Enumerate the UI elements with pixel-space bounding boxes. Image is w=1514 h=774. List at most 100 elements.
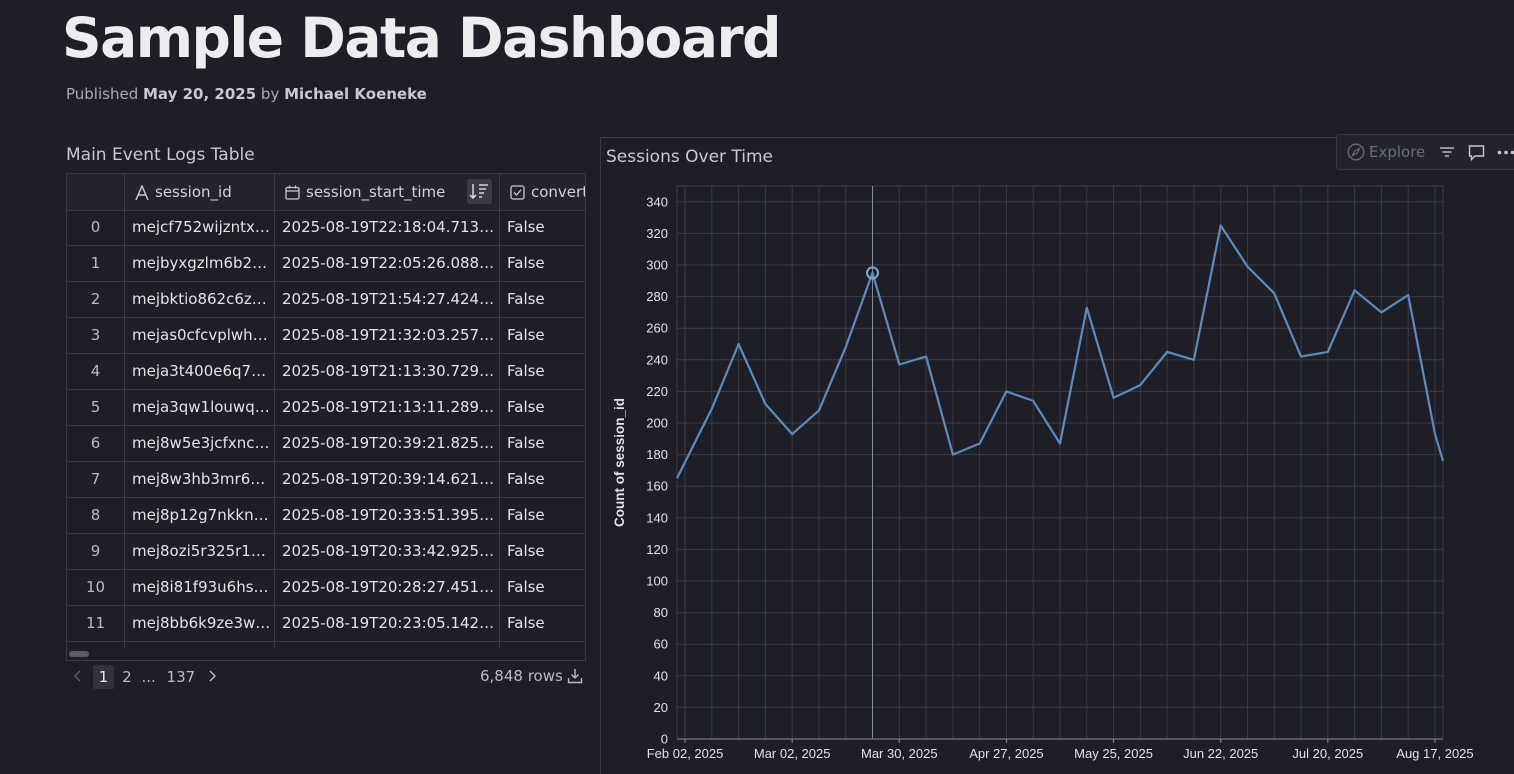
session-id-cell[interactable]: meja3qw1louwqq... (125, 390, 275, 425)
session-id-cell[interactable]: mej8ozi5r325r1dlti (125, 534, 275, 569)
horizontal-scrollbar[interactable] (67, 648, 585, 660)
y-tick-label: 280 (646, 289, 668, 304)
more-options-icon[interactable] (1497, 150, 1514, 155)
sort-descending-button[interactable] (467, 179, 492, 204)
x-tick-label: Jun 22, 2025 (1183, 746, 1258, 761)
converted-cell[interactable]: False (507, 470, 545, 488)
page-button-2[interactable]: 2 (122, 668, 132, 686)
column-header-session-id[interactable]: session_id (125, 174, 275, 210)
column-header-converted[interactable]: converted (500, 174, 585, 210)
table-row[interactable]: 11 mej8bb6k9ze3w0... 2025-08-19T20:23:05.1… (67, 606, 585, 642)
session-id-cell[interactable]: mej8w3hb3mr66j... (125, 462, 275, 497)
row-index-cell: 1 (67, 246, 125, 281)
session-id-cell[interactable]: meja3t400e6q76j... (125, 354, 275, 389)
x-tick-label: Mar 02, 2025 (754, 746, 831, 761)
y-tick-label: 340 (646, 194, 668, 209)
author-name[interactable]: Michael Koeneke (284, 85, 427, 103)
chevron-right-icon (209, 670, 216, 682)
table-row[interactable]: 9 mej8ozi5r325r1dlti 2025-08-19T20:33:42.9… (67, 534, 585, 570)
converted-cell[interactable]: False (507, 398, 545, 416)
comment-icon[interactable] (1468, 144, 1485, 161)
converted-cell[interactable]: False (507, 506, 545, 524)
chart-toolbar: Explore (1336, 134, 1514, 170)
converted-cell[interactable]: False (507, 434, 545, 452)
session-start-time-cell[interactable]: 2025-08-19T21:32:03.2570... (275, 318, 500, 353)
page-button-137[interactable]: 137 (166, 668, 196, 686)
next-page-button[interactable] (204, 665, 220, 689)
converted-cell[interactable]: False (507, 362, 545, 380)
table-row[interactable]: 6 mej8w5e3jcfxnca... 2025-08-19T20:39:21.8… (67, 426, 585, 462)
x-tick-label: Aug 17, 2025 (1396, 746, 1473, 761)
session-id-cell[interactable]: mejbktio862c6z0... (125, 282, 275, 317)
session-id-cell[interactable]: mejas0cfcvplwha... (125, 318, 275, 353)
column-header-label: converted (531, 183, 585, 201)
download-icon[interactable] (567, 668, 583, 684)
table-row[interactable]: 7 mej8w3hb3mr66j... 2025-08-19T20:39:14.62… (67, 462, 585, 498)
converted-cell[interactable]: False (507, 254, 545, 272)
table-header: session_id session_start_time converted (67, 174, 585, 211)
y-tick-label: 220 (646, 384, 668, 399)
row-index-cell: 9 (67, 534, 125, 569)
table-row[interactable]: 1 mejbyxgzlm6b23... 2025-08-19T22:05:26.08… (67, 246, 585, 282)
scrollbar-thumb[interactable] (69, 651, 89, 657)
session-id-cell[interactable]: mej8bb6k9ze3w0... (125, 606, 275, 641)
table-row[interactable]: 10 mej8i81f93u6hsd... 2025-08-19T20:28:27.… (67, 570, 585, 606)
x-tick-label: Apr 27, 2025 (969, 746, 1043, 761)
filter-icon[interactable] (1439, 144, 1455, 160)
session-id-cell[interactable]: mej8p12g7nkknpj... (125, 498, 275, 533)
table-row[interactable]: 0 mejcf752wijzntx9... 2025-08-19T22:18:04.… (67, 210, 585, 246)
x-tick-label: May 25, 2025 (1074, 746, 1153, 761)
index-header (67, 174, 125, 210)
published-date: May 20, 2025 (143, 85, 257, 103)
table-row[interactable]: 4 meja3t400e6q76j... 2025-08-19T21:13:30.7… (67, 354, 585, 390)
table-row[interactable]: 8 mej8p12g7nkknpj... 2025-08-19T20:33:51.3… (67, 498, 585, 534)
previous-page-button[interactable] (72, 665, 88, 689)
session-id-cell[interactable]: mejbyxgzlm6b23... (125, 246, 275, 281)
table-row[interactable]: 2 mejbktio862c6z0... 2025-08-19T21:54:27.4… (67, 282, 585, 318)
event-logs-table[interactable]: session_id session_start_time converted … (66, 173, 586, 661)
session-start-time-cell[interactable]: 2025-08-19T20:39:14.6210... (275, 462, 500, 497)
series-line[interactable] (676, 224, 1445, 479)
session-start-time-cell[interactable]: 2025-08-19T22:18:04.7130... (275, 210, 500, 245)
row-index-cell: 3 (67, 318, 125, 353)
converted-cell[interactable]: False (507, 614, 545, 632)
converted-cell[interactable]: False (507, 326, 545, 344)
row-index-cell: 7 (67, 462, 125, 497)
table-row[interactable]: 3 mejas0cfcvplwha... 2025-08-19T21:32:03.2… (67, 318, 585, 354)
y-tick-label: 320 (646, 226, 668, 241)
session-id-cell[interactable]: mejcf752wijzntx9... (125, 210, 275, 245)
chart-title: Sessions Over Time (606, 147, 774, 167)
converted-cell[interactable]: False (507, 290, 545, 308)
page-ellipsis: ... (141, 668, 156, 686)
page-title: Sample Data Dashboard (62, 6, 781, 70)
sort-descending-icon (469, 184, 488, 199)
session-id-cell[interactable]: mej8i81f93u6hsd... (125, 570, 275, 605)
page-button-1[interactable]: 1 (92, 665, 115, 689)
column-header-label: session_id (155, 183, 232, 201)
session-start-time-cell[interactable]: 2025-08-19T20:39:21.8250... (275, 426, 500, 461)
session-start-time-cell[interactable]: 2025-08-19T21:13:30.7290... (275, 354, 500, 389)
session-start-time-cell[interactable]: 2025-08-19T21:54:27.4240... (275, 282, 500, 317)
session-start-time-cell[interactable]: 2025-08-19T20:33:42.9250... (275, 534, 500, 569)
session-start-time-cell[interactable]: 2025-08-19T20:28:27.4510... (275, 570, 500, 605)
converted-cell[interactable]: False (507, 218, 545, 236)
sessions-line-chart[interactable]: 0 20 40 60 80 100 120 140 160 180 200 220 240 260 280 3… (600, 170, 1500, 774)
by-label: by (260, 85, 280, 103)
session-id-cell[interactable]: mej8w5e3jcfxnca... (125, 426, 275, 461)
session-start-time-cell[interactable]: 2025-08-19T20:33:51.3950... (275, 498, 500, 533)
published-label: Published (66, 85, 139, 103)
explore-button[interactable]: Explore (1347, 143, 1425, 161)
table-row[interactable]: 5 meja3qw1louwqq... 2025-08-19T21:13:11.28… (67, 390, 585, 426)
y-tick-label: 260 (646, 321, 668, 336)
session-start-time-cell[interactable]: 2025-08-19T22:05:26.0880... (275, 246, 500, 281)
column-header-session-start-time[interactable]: session_start_time (275, 174, 500, 210)
y-tick-label: 100 (646, 574, 668, 589)
converted-cell[interactable]: False (507, 542, 545, 560)
y-tick-label: 20 (654, 700, 668, 715)
session-start-time-cell[interactable]: 2025-08-19T20:23:05.1420... (275, 606, 500, 641)
converted-cell[interactable]: False (507, 578, 545, 596)
session-start-time-cell[interactable]: 2025-08-19T21:13:11.2890... (275, 390, 500, 425)
column-header-label: session_start_time (306, 183, 446, 201)
hover-point-marker[interactable] (866, 266, 880, 280)
y-tick-label: 180 (646, 447, 668, 462)
